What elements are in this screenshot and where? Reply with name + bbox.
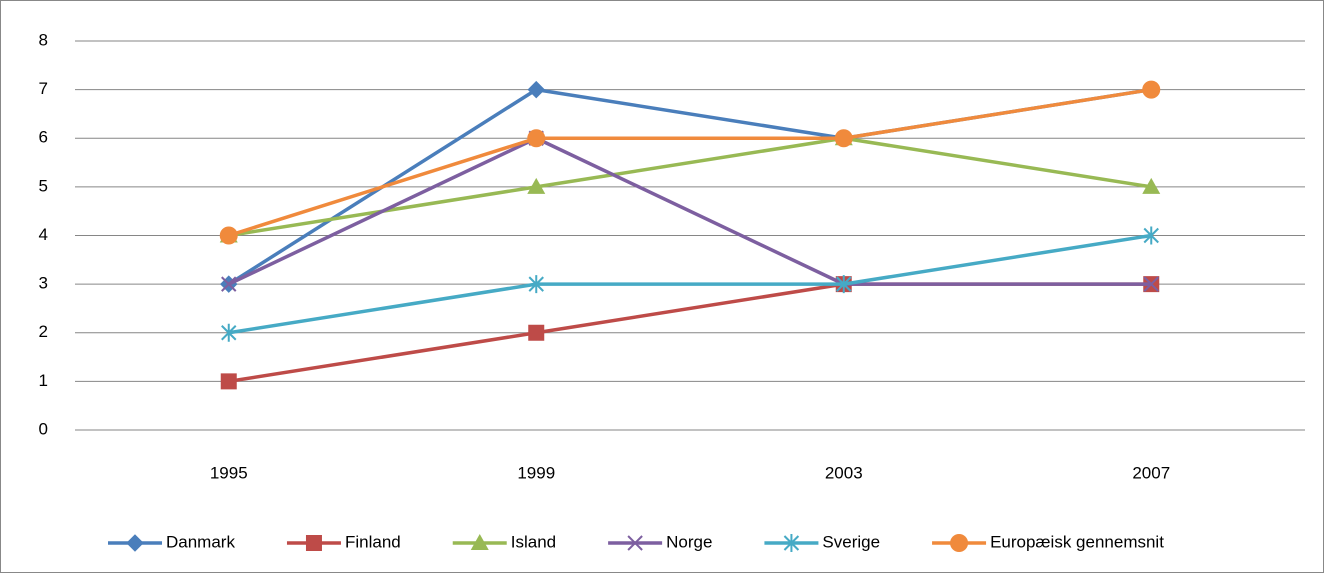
y-tick-label: 0 [39,419,48,438]
legend-label: Sverige [822,532,880,551]
y-tick-label: 8 [39,30,48,49]
data-point [528,324,545,341]
legend-marker [305,535,322,551]
data-point [528,275,544,294]
data-point [1143,276,1159,292]
legend-marker [950,534,969,552]
data-point [527,80,545,99]
y-tick-label: 4 [39,225,48,244]
legend-marker [783,534,800,552]
y-tick-label: 5 [39,176,48,195]
legend-label: Europæisk gennemsnit [990,532,1164,551]
data-point [221,323,237,342]
y-tick-label: 7 [39,79,48,98]
legend-marker [126,534,144,552]
data-point [1142,80,1161,99]
data-point [1142,177,1161,194]
x-tick-label: 2003 [825,463,863,482]
series-line [228,87,1152,238]
series-line [228,233,1152,335]
data-point [1143,226,1159,245]
data-point [834,129,853,148]
legend-marker [470,534,489,550]
y-tick-label: 3 [39,274,48,293]
data-point [836,275,852,294]
legend-label: Danmark [166,532,235,551]
legend-label: Island [511,532,556,551]
legend-label: Finland [345,532,401,551]
y-tick-label: 6 [39,128,48,147]
data-point [221,276,237,292]
y-tick-label: 1 [39,371,48,390]
x-tick-label: 1995 [210,463,248,482]
x-tick-label: 2007 [1132,463,1170,482]
data-point [527,177,546,194]
legend-label: Norge [666,532,712,551]
data-point [527,129,546,148]
y-tick-label: 2 [39,322,48,341]
data-point [219,226,238,245]
legend-marker [627,535,643,551]
data-point [220,373,237,390]
x-tick-label: 1999 [517,463,555,482]
series-line [227,136,1152,286]
